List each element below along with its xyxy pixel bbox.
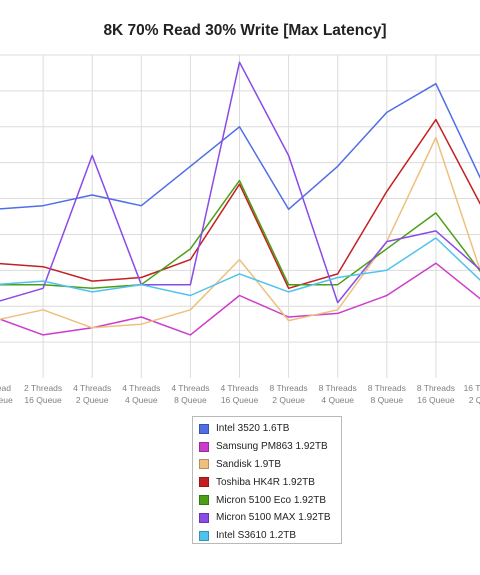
legend-swatch [199, 423, 209, 434]
legend: Intel 3520 1.6TB Samsung PM863 1.92TB Sand… [192, 416, 342, 544]
legend-label: Toshiba HK4R 1.92TB [216, 476, 315, 488]
series-line [0, 179, 480, 290]
x-tick-label: 4 Threads 16 Queue [220, 383, 258, 405]
x-tick-label: 8 Threads 16 Queue [417, 383, 455, 405]
legend-swatch [199, 477, 209, 488]
grid [0, 54, 480, 378]
x-tick-label: 8 Threads 2 Queue [270, 383, 308, 405]
series-line [0, 237, 480, 297]
legend-swatch [199, 459, 209, 470]
series-line [0, 118, 480, 290]
legend-swatch [199, 530, 209, 541]
x-tick-label: 1 Thread16 Queue [0, 383, 13, 405]
legend-item[interactable]: Sandisk 1.9TB [199, 456, 341, 474]
legend-label: Sandisk 1.9TB [216, 458, 282, 470]
x-tick-label: 8 Threads 4 Queue [319, 383, 357, 405]
legend-item[interactable]: Samsung PM863 1.92TB [199, 438, 341, 456]
legend-item[interactable]: Micron 5100 MAX 1.92TB [199, 509, 341, 527]
legend-label: Samsung PM863 1.92TB [216, 441, 328, 453]
legend-label: Micron 5100 Eco 1.92TB [216, 494, 327, 506]
legend-swatch [199, 441, 209, 452]
series-lines [0, 61, 480, 336]
legend-item[interactable]: Toshiba HK4R 1.92TB [199, 473, 341, 491]
series-line [0, 136, 480, 329]
legend-label: Intel S3610 1.2TB [216, 530, 297, 542]
x-tick-label: 8 Threads 8 Queue [368, 383, 406, 405]
x-tick-label: 4 Threads 2 Queue [73, 383, 111, 405]
legend-label: Intel 3520 1.6TB [216, 423, 290, 435]
x-tick-label: 4 Threads 8 Queue [171, 383, 209, 405]
legend-label: Micron 5100 MAX 1.92TB [216, 512, 331, 524]
chart-title: 8K 70% Read 30% Write [Max Latency] [103, 22, 386, 39]
series-line [0, 61, 480, 304]
legend-item[interactable]: Micron 5100 Eco 1.92TB [199, 491, 341, 509]
legend-swatch [199, 512, 209, 523]
legend-item[interactable]: Intel 3520 1.6TB [199, 420, 341, 438]
legend-item[interactable]: Intel S3610 1.2TB [199, 527, 341, 545]
x-tick-label: 2 Threads 16 Queue [24, 383, 62, 405]
legend-swatch [199, 495, 209, 506]
x-tick-label: 4 Threads 4 Queue [122, 383, 160, 405]
series-line [0, 262, 480, 336]
